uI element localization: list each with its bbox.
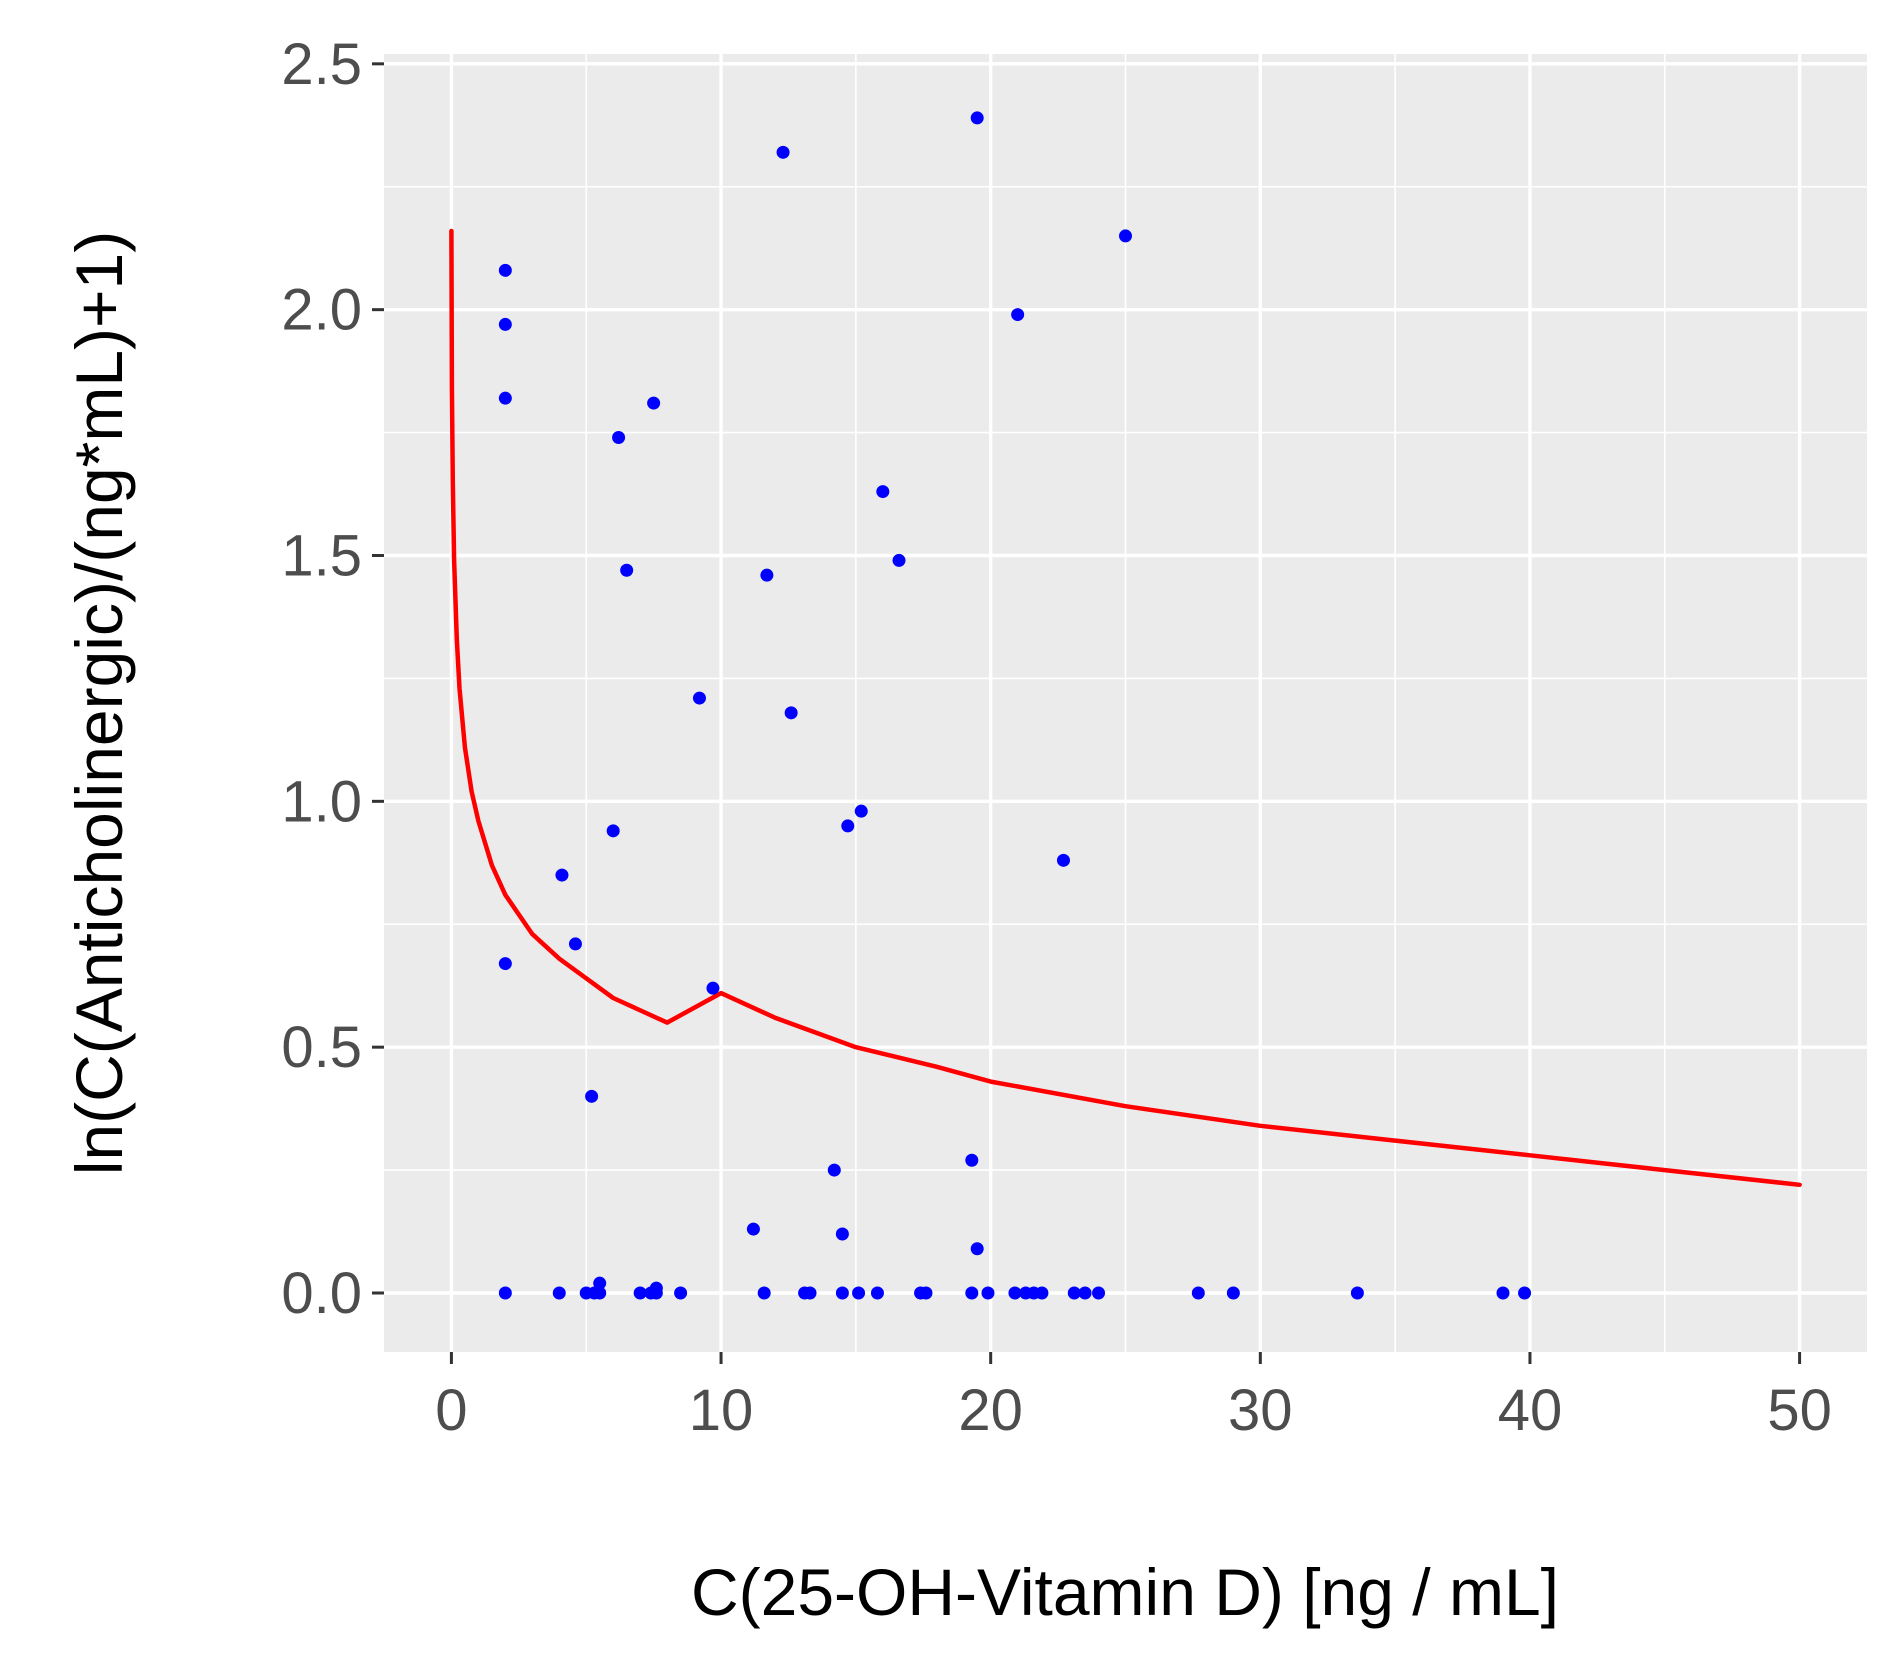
data-point <box>835 1227 849 1241</box>
data-point <box>498 317 512 331</box>
data-point <box>1350 1286 1364 1300</box>
x-tick-label: 0 <box>435 1378 467 1443</box>
data-point <box>1056 853 1070 867</box>
data-point <box>1191 1286 1205 1300</box>
data-point <box>1078 1286 1092 1300</box>
data-point <box>970 1242 984 1256</box>
y-tick-label: 0.0 <box>281 1261 362 1326</box>
data-point <box>674 1286 688 1300</box>
data-point <box>965 1286 979 1300</box>
data-point <box>706 981 720 995</box>
data-point <box>1496 1286 1510 1300</box>
data-point <box>612 431 626 444</box>
data-point <box>498 957 512 971</box>
data-point <box>784 706 798 720</box>
data-point <box>498 1286 512 1300</box>
data-point <box>852 1286 866 1300</box>
minor-gridlines <box>384 54 1867 1352</box>
data-point <box>965 1153 979 1167</box>
data-point <box>1119 229 1132 243</box>
y-tick-label: 0.5 <box>281 1015 362 1080</box>
data-point <box>892 553 906 567</box>
data-point <box>647 396 661 410</box>
data-point <box>1035 1286 1049 1300</box>
y-axis: 0.0 0.5 1.0 1.5 2.0 2.5 <box>281 32 384 1326</box>
data-point <box>498 391 512 405</box>
data-point <box>835 1286 849 1300</box>
data-point <box>555 868 569 882</box>
data-point <box>593 1286 607 1300</box>
data-point <box>1011 308 1025 322</box>
data-point <box>606 824 620 838</box>
x-tick-label: 10 <box>689 1378 754 1443</box>
x-axis: 0 10 20 30 40 50 <box>435 1352 1832 1443</box>
y-tick-label: 2.0 <box>281 278 362 343</box>
data-point <box>870 1286 884 1300</box>
data-point <box>593 1276 607 1290</box>
data-point <box>1518 1286 1532 1300</box>
data-point <box>854 804 868 818</box>
data-point <box>1008 1286 1022 1300</box>
data-point <box>876 485 890 499</box>
y-tick-label: 1.0 <box>281 769 362 834</box>
data-point <box>568 937 582 951</box>
data-point <box>1067 1286 1081 1300</box>
data-point <box>746 1222 760 1236</box>
x-axis-title: C(25-OH-Vitamin D) [ng / mL] <box>691 1555 1559 1629</box>
data-point <box>585 1089 599 1103</box>
data-point <box>760 568 774 582</box>
y-tick-label: 2.5 <box>281 32 362 97</box>
data-point <box>1226 1286 1240 1300</box>
data-point <box>970 111 984 125</box>
data-point <box>649 1281 663 1295</box>
data-point <box>633 1286 647 1300</box>
data-point <box>981 1286 995 1300</box>
y-axis-title: ln(C(Anticholinergic)/(ng*mL)+1) <box>62 231 136 1176</box>
data-point <box>919 1286 933 1300</box>
x-tick-label: 30 <box>1228 1378 1293 1443</box>
data-point <box>552 1286 566 1300</box>
fit-curve <box>449 228 1802 1188</box>
major-gridlines <box>384 54 1867 1352</box>
data-point <box>620 563 634 577</box>
data-point <box>776 145 790 159</box>
x-tick-label: 40 <box>1498 1378 1563 1443</box>
x-tick-label: 50 <box>1767 1378 1832 1443</box>
data-point <box>1092 1286 1106 1300</box>
data-point <box>841 819 855 833</box>
data-point <box>692 691 706 705</box>
data-point <box>757 1286 771 1300</box>
data-point <box>827 1163 841 1177</box>
data-point <box>803 1286 817 1300</box>
data-points-layer <box>498 111 1532 1300</box>
x-tick-label: 20 <box>958 1378 1023 1443</box>
fit-curve-layer <box>449 228 1802 1188</box>
y-tick-label: 1.5 <box>281 524 362 589</box>
data-point <box>498 263 512 277</box>
